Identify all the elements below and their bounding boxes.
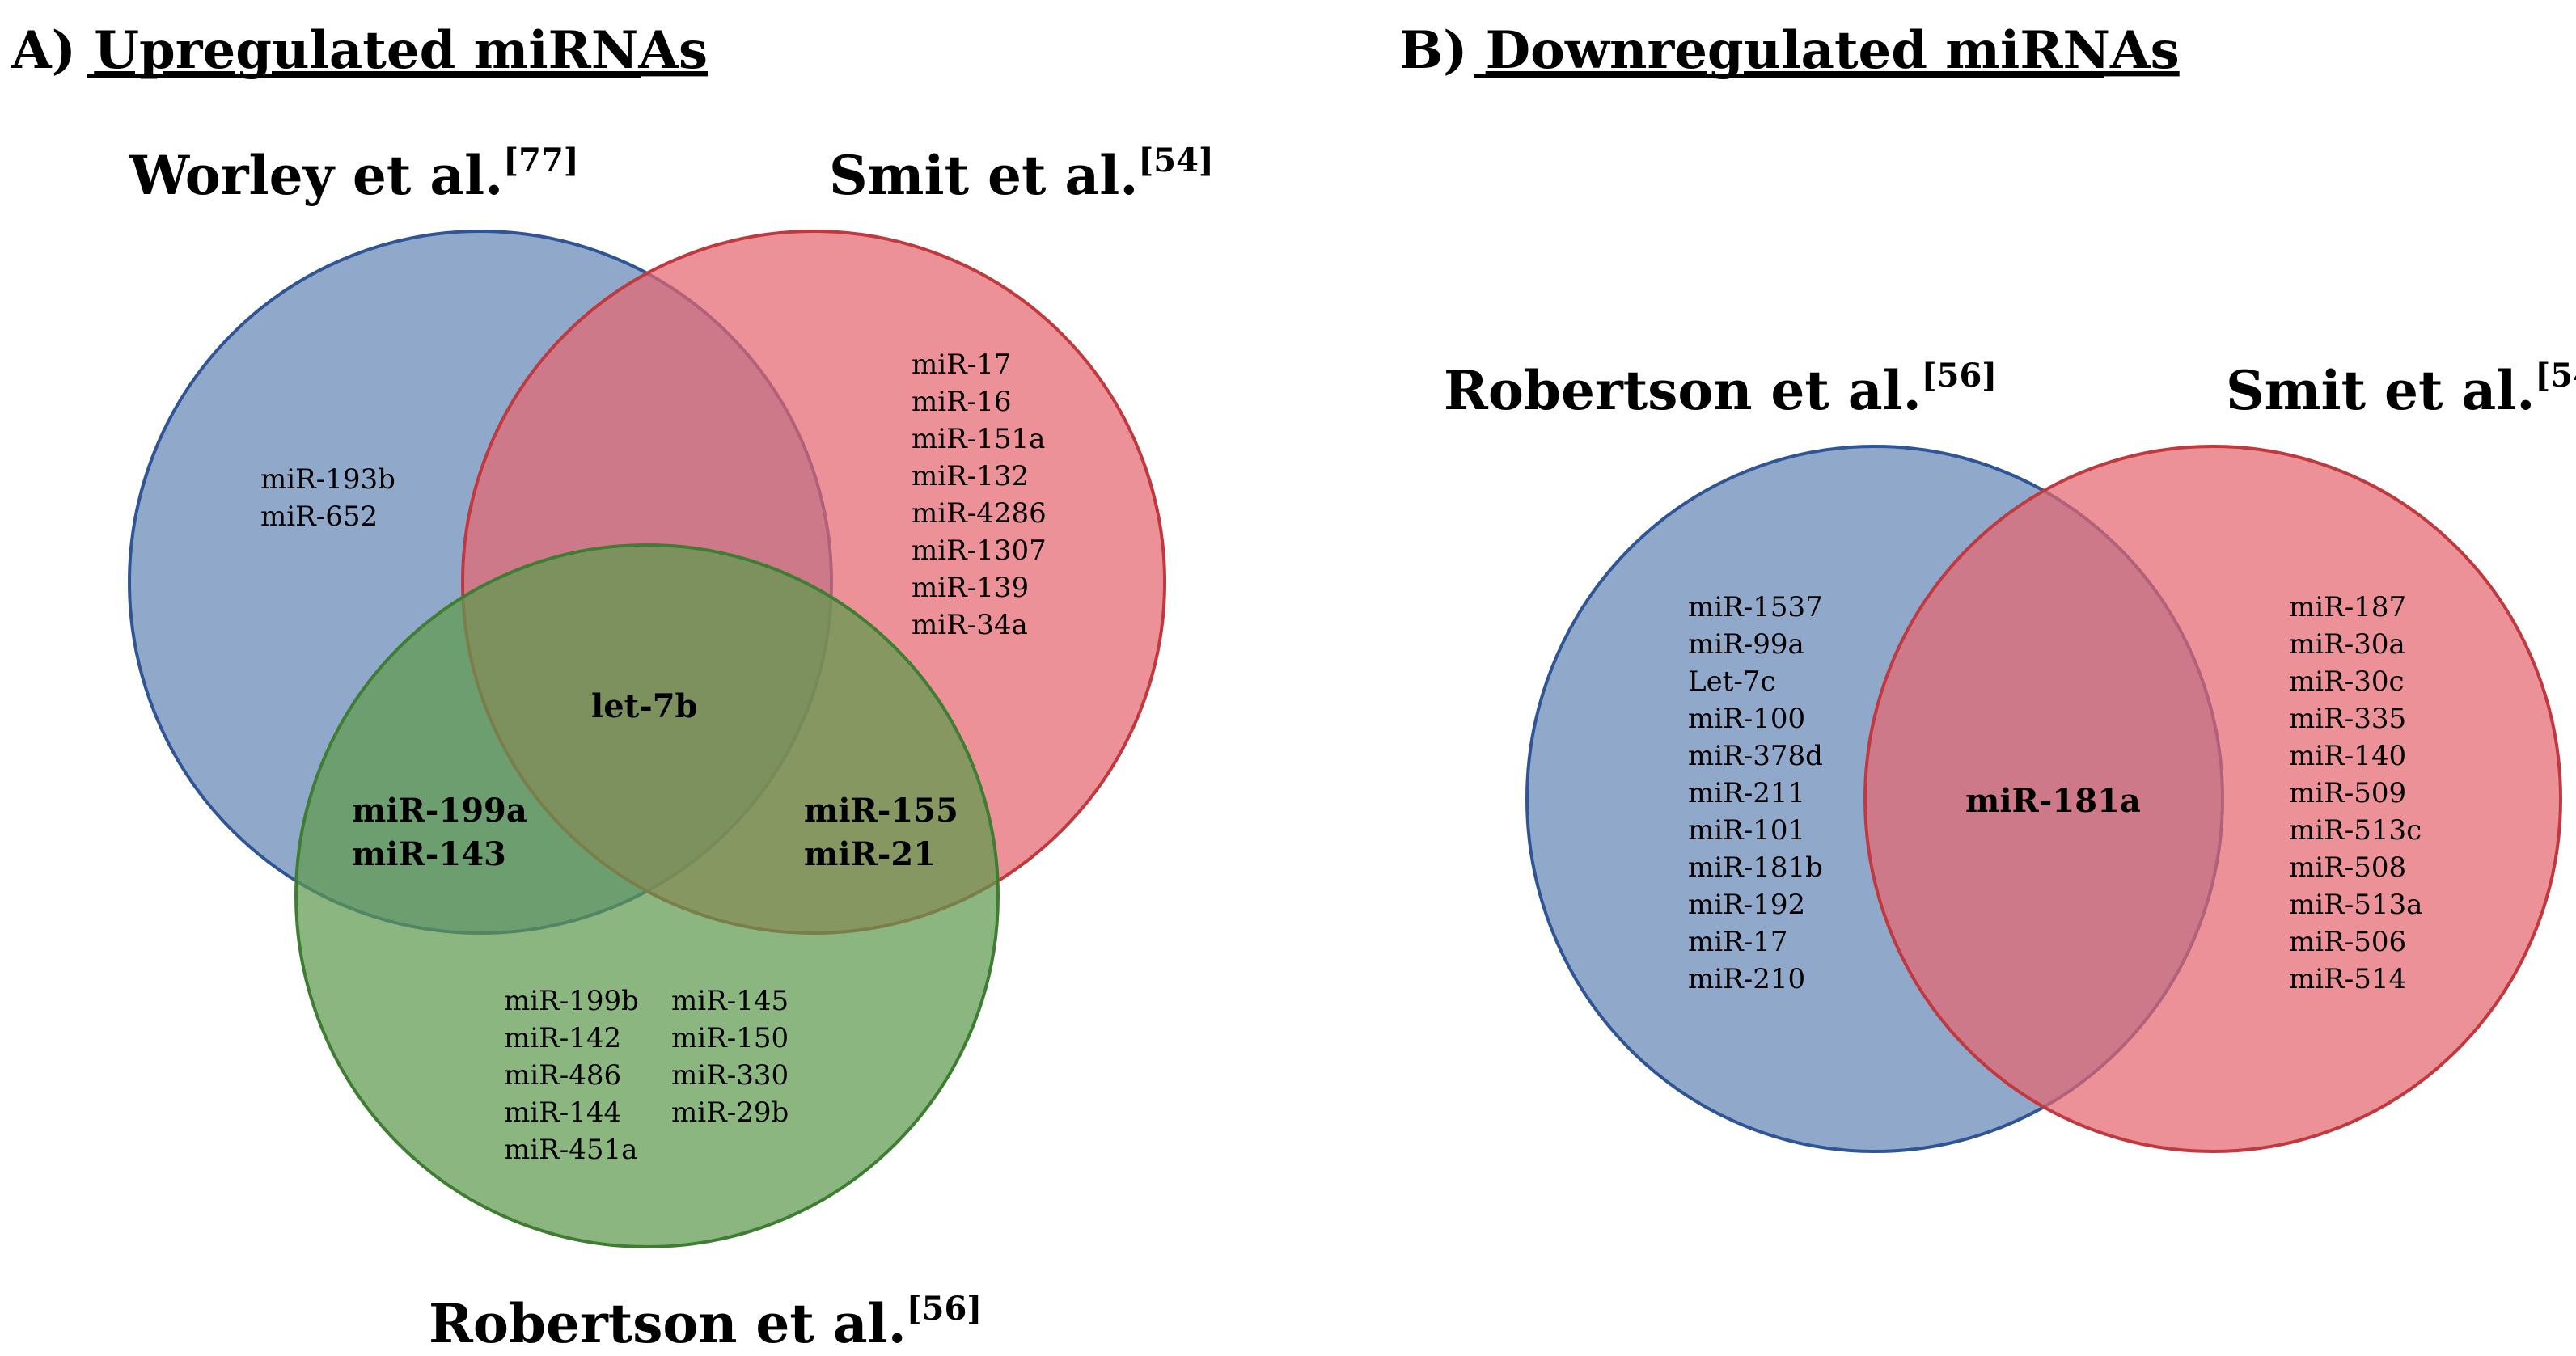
mirna-item: miR-652 bbox=[260, 501, 378, 533]
mirna-item: miR-187 bbox=[2289, 591, 2406, 623]
worley-label: Worley et al.[77] bbox=[129, 142, 579, 207]
mirna-item: miR-29b bbox=[671, 1096, 789, 1129]
smit-robertson-overlap-list: miR-155 miR-21 bbox=[804, 792, 958, 873]
mirna-item: miR-193b bbox=[260, 463, 395, 496]
robertson-only-list-col1: miR-199b miR-142 miR-486 miR-144 miR-451a bbox=[504, 985, 639, 1166]
mirna-item: miR-30a bbox=[2289, 628, 2405, 661]
mirna-item: miR-16 bbox=[912, 386, 1011, 418]
mirna-item: miR-451a bbox=[504, 1134, 637, 1166]
mirna-item: miR-199b bbox=[504, 985, 639, 1017]
smit-label: Smit et al.[54] bbox=[829, 142, 1214, 207]
mirna-item: miR-513a bbox=[2289, 889, 2422, 921]
robertson-b-only-list: miR-1537 miR-99a Let-7c miR-100 miR-378d miR-… bbox=[1688, 591, 1823, 995]
all-three-overlap-list: let-7b bbox=[591, 687, 698, 725]
mirna-item: miR-210 bbox=[1688, 963, 1805, 995]
mirna-item: miR-144 bbox=[504, 1096, 621, 1129]
mirna-item: miR-486 bbox=[504, 1059, 621, 1092]
smit-only-list: miR-17 miR-16 miR-151a miR-132 miR-4286 miR-1… bbox=[912, 349, 1047, 641]
mirna-item: miR-143 bbox=[352, 835, 506, 873]
mirna-item: miR-509 bbox=[2289, 777, 2406, 809]
both-overlap-list: miR-181a bbox=[1965, 782, 2141, 820]
mirna-item: miR-140 bbox=[2289, 740, 2406, 772]
mirna-item: miR-17 bbox=[912, 349, 1011, 381]
robertson-circle bbox=[294, 543, 1000, 1248]
mirna-item: miR-101 bbox=[1688, 814, 1805, 847]
robertson-only-list-col2: miR-145 miR-150 miR-330 miR-29b bbox=[671, 985, 789, 1129]
mirna-item: miR-132 bbox=[912, 460, 1029, 492]
mirna-item: miR-506 bbox=[2289, 926, 2406, 958]
mirna-item: miR-513c bbox=[2289, 814, 2422, 847]
mirna-item: miR-4286 bbox=[912, 497, 1047, 530]
mirna-item: miR-508 bbox=[2289, 851, 2406, 884]
mirna-item: miR-211 bbox=[1688, 777, 1805, 809]
mirna-item: miR-181b bbox=[1688, 851, 1823, 884]
mirna-item: miR-335 bbox=[2289, 703, 2406, 735]
mirna-item: miR-192 bbox=[1688, 889, 1805, 921]
mirna-item: miR-155 bbox=[804, 792, 958, 830]
mirna-item: miR-378d bbox=[1688, 740, 1823, 772]
panel-b-title: B) Downregulated miRNAs bbox=[1399, 20, 2180, 81]
mirna-item: miR-1537 bbox=[1688, 591, 1823, 623]
mirna-item: let-7b bbox=[591, 687, 698, 725]
panel-a-title: A) Upregulated miRNAs bbox=[11, 20, 708, 81]
mirna-item: miR-100 bbox=[1688, 703, 1805, 735]
mirna-item: miR-30c bbox=[2289, 665, 2405, 698]
mirna-item: Let-7c bbox=[1688, 665, 1776, 698]
smit-b-circle bbox=[1863, 445, 2562, 1153]
panel-b: B) Downregulated miRNAs Robertson et al.… bbox=[1399, 20, 2576, 1153]
mirna-item: miR-34a bbox=[912, 609, 1028, 641]
mirna-item: miR-142 bbox=[504, 1022, 621, 1054]
robertson-label: Robertson et al.[56] bbox=[429, 1290, 982, 1355]
mirna-item: miR-1307 bbox=[912, 534, 1047, 567]
smit-b-only-list: miR-187 miR-30a miR-30c miR-335 miR-140 miR-5… bbox=[2289, 591, 2422, 995]
smit-b-label: Smit et al.[54] bbox=[2226, 357, 2576, 422]
mirna-item: miR-151a bbox=[912, 423, 1045, 455]
panel-a: A) Upregulated miRNAs Worley et al.[77] … bbox=[11, 20, 1214, 1355]
mirna-item: miR-199a bbox=[352, 792, 527, 830]
robertson-b-label: Robertson et al.[56] bbox=[1444, 357, 1997, 422]
mirna-item: miR-17 bbox=[1688, 926, 1787, 958]
mirna-item: miR-139 bbox=[912, 572, 1029, 604]
mirna-item: miR-150 bbox=[671, 1022, 789, 1054]
mirna-item: miR-181a bbox=[1965, 782, 2141, 820]
mirna-item: miR-21 bbox=[804, 835, 936, 873]
worley-only-list: miR-193b miR-652 bbox=[260, 463, 395, 533]
mirna-item: miR-514 bbox=[2289, 963, 2406, 995]
mirna-item: miR-330 bbox=[671, 1059, 789, 1092]
worley-robertson-overlap-list: miR-199a miR-143 bbox=[352, 792, 527, 873]
mirna-item: miR-99a bbox=[1688, 628, 1804, 661]
mirna-item: miR-145 bbox=[671, 985, 789, 1017]
